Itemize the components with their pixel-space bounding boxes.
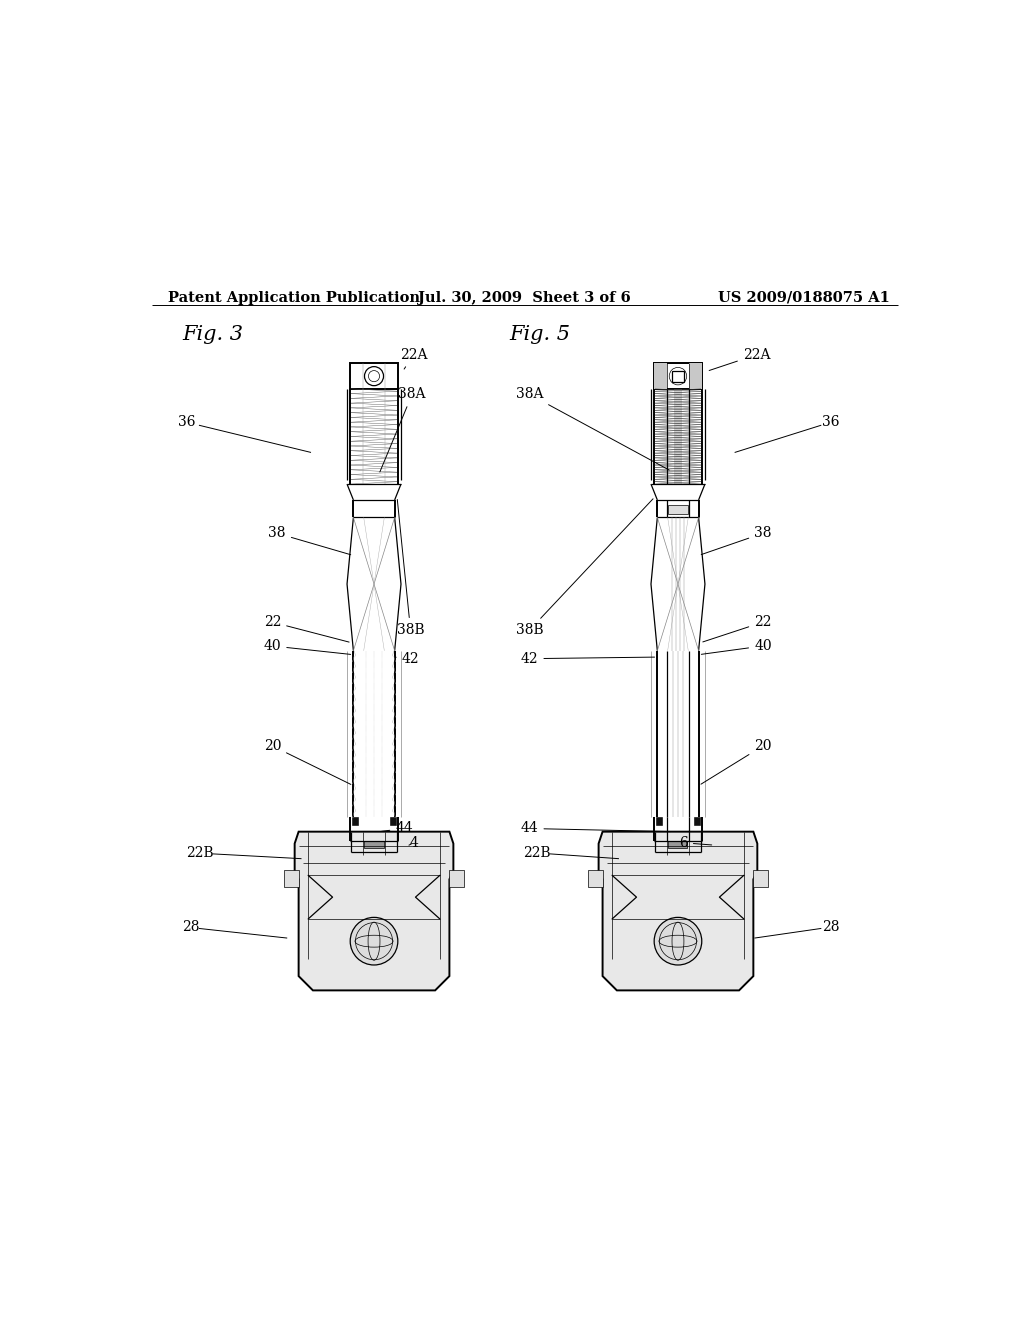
Text: 20: 20 — [264, 739, 351, 784]
Text: 38B: 38B — [516, 499, 653, 638]
Bar — [693, 817, 699, 825]
Text: 40: 40 — [263, 639, 350, 655]
Polygon shape — [295, 832, 454, 990]
Bar — [654, 363, 701, 389]
Text: 4: 4 — [409, 836, 418, 850]
Bar — [656, 817, 663, 825]
Bar — [673, 371, 684, 381]
Bar — [285, 870, 299, 887]
Circle shape — [350, 917, 397, 965]
Text: 22: 22 — [264, 615, 349, 642]
Bar — [674, 389, 682, 484]
Bar — [352, 817, 358, 825]
Text: 42: 42 — [394, 652, 420, 665]
Text: 28: 28 — [822, 920, 840, 935]
Bar — [669, 841, 687, 847]
Text: 36: 36 — [178, 416, 196, 429]
Text: Jul. 30, 2009  Sheet 3 of 6: Jul. 30, 2009 Sheet 3 of 6 — [419, 290, 631, 305]
Text: 6: 6 — [679, 836, 712, 850]
Bar — [389, 817, 396, 825]
Text: 38: 38 — [268, 527, 350, 554]
Bar — [365, 841, 384, 847]
Text: 22B: 22B — [186, 846, 214, 861]
Text: 28: 28 — [182, 920, 200, 935]
Text: 40: 40 — [701, 639, 772, 655]
Text: 44: 44 — [520, 821, 671, 836]
Polygon shape — [599, 832, 758, 990]
Text: Fig. 5: Fig. 5 — [509, 325, 570, 345]
Text: 22B: 22B — [523, 846, 551, 861]
Text: US 2009/0188075 A1: US 2009/0188075 A1 — [718, 290, 890, 305]
Bar — [450, 870, 464, 887]
Text: 42: 42 — [521, 652, 654, 665]
Text: 44: 44 — [382, 821, 413, 836]
Text: 38B: 38B — [396, 499, 424, 638]
Bar — [588, 870, 602, 887]
Text: Fig. 3: Fig. 3 — [182, 325, 243, 345]
Circle shape — [654, 917, 701, 965]
Text: 38A: 38A — [516, 387, 669, 470]
Bar — [754, 870, 768, 887]
Bar — [668, 504, 688, 515]
Bar — [654, 363, 667, 389]
Bar — [689, 363, 701, 389]
Text: 36: 36 — [822, 416, 840, 429]
Text: 22A: 22A — [710, 347, 770, 371]
Text: 22: 22 — [702, 615, 772, 642]
Text: Patent Application Publication: Patent Application Publication — [168, 290, 420, 305]
Text: 38: 38 — [701, 527, 772, 554]
Text: 20: 20 — [701, 739, 772, 784]
Text: 38A: 38A — [380, 387, 426, 473]
Bar — [350, 363, 397, 389]
Text: 22A: 22A — [400, 347, 427, 370]
